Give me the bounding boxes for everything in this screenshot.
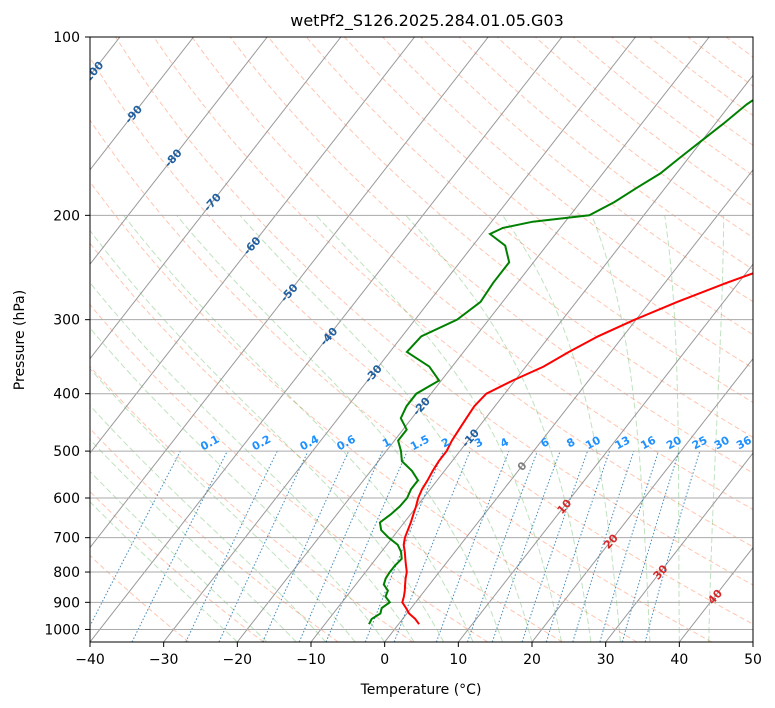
isotherm [236,37,710,642]
x-axis: −40 −30 −20 −10 0 10 20 30 40 50 [75,642,762,668]
isotherm [90,37,342,360]
y-axis-label: Pressure (hPa) [12,290,28,390]
dry-adiabat [90,365,414,642]
isotherm [163,37,636,642]
y-tick-label: 900 [53,595,80,611]
y-tick-label: 700 [53,531,80,547]
dry-adiabat [382,37,753,336]
moist-adiabat [664,215,680,642]
dry-adiabat [305,37,753,403]
mixing-ratio-line [325,450,408,642]
chart-title: wetPf2_S126.2025.284.01.05.G03 [290,11,564,31]
x-tick-label: 50 [744,652,762,668]
isotherm [90,37,563,642]
mixing-ratio-line [644,450,701,642]
isotherm [605,452,753,642]
dry-adiabat [115,37,753,586]
x-tick-label: −30 [149,652,179,668]
y-tick-label: 600 [53,491,80,507]
mixing-ratio-label: 20 [664,433,684,452]
plot-frame [89,36,754,643]
isotherm [90,37,489,549]
dewpoint-line [368,98,753,625]
moist-adiabat [502,215,621,642]
background-lines [90,37,753,642]
x-tick-label: −40 [75,652,105,668]
x-tick-label: 40 [670,652,688,668]
dry-adiabat [90,119,712,642]
mixing-ratio-label: 36 [734,433,754,452]
series-lines [368,98,753,625]
moist-adiabat [90,327,386,642]
moist-adiabat [315,214,562,642]
mixing-ratio-line [298,450,383,642]
moist-adiabat [239,214,533,642]
moist-adiabat [591,215,651,642]
y-axis: 1000 900 800 700 600 500 400 300 200 100 [44,30,90,638]
x-tick-label: 10 [449,652,467,668]
mixing-ratio-label: 10 [583,433,603,452]
temperature-line [401,272,753,625]
moist-adiabat [90,470,268,642]
moist-adiabat [90,501,238,642]
mixing-ratio-label: 13 [613,434,633,453]
x-tick-label: 20 [523,652,541,668]
x-tick-label: −20 [223,652,253,668]
mixing-ratio-line [621,450,680,642]
dry-adiabat [90,554,190,642]
moist-adiabat [708,215,725,642]
isotherm [531,357,753,642]
y-tick-label: 500 [53,444,80,460]
mixing-ratio-label: 25 [690,434,710,453]
y-tick-label: 300 [53,313,80,329]
mixing-ratio-line [467,450,538,642]
dry-adiabat [90,490,264,642]
mixing-ratio-line [90,450,181,628]
mixing-ratio-line [262,450,350,642]
y-tick-label: 400 [53,387,80,403]
mixing-ratio-line [572,450,635,642]
isotherm [90,37,194,171]
moist-adiabat [90,404,327,642]
pressure-grid [90,37,753,630]
mixing-ratio-line [393,450,471,642]
mixing-ratio-line [435,450,510,642]
y-tick-label: 1000 [44,622,80,638]
y-tick-label: 100 [53,30,80,46]
dry-adiabat [90,242,563,642]
y-tick-label: 200 [53,208,80,224]
mixing-ratio-line [599,450,659,642]
mixing-ratio-label: 30 [712,433,732,452]
mixing-ratio-line [491,450,561,642]
moist-adiabat [123,214,474,642]
moist-adiabat [90,281,415,642]
mixing-ratio-line [521,450,588,642]
moist-adiabat [90,229,445,642]
dry-adiabat [90,181,638,642]
dry-adiabat [229,37,753,474]
x-axis-label: Temperature (°C) [360,682,482,698]
mixing-ratio-label: 16 [638,433,658,452]
isotherm [384,168,753,642]
x-tick-label: −10 [296,652,326,668]
mixing-ratio-line [131,450,228,642]
x-tick-label: 0 [380,652,389,668]
isotherm [90,37,268,266]
mixing-ratio-line [545,450,611,642]
mixing-ratio-line [218,450,309,642]
y-tick-label: 800 [53,565,80,581]
x-tick-label: 30 [597,652,615,668]
isotherm [90,37,415,454]
moist-adiabat [176,214,503,642]
dry-adiabat [90,303,488,642]
dry-adiabat [90,56,753,625]
dry-adiabat [344,37,753,369]
moist-adiabat [90,367,356,642]
moist-adiabat [90,438,297,642]
isotherm [457,263,753,642]
